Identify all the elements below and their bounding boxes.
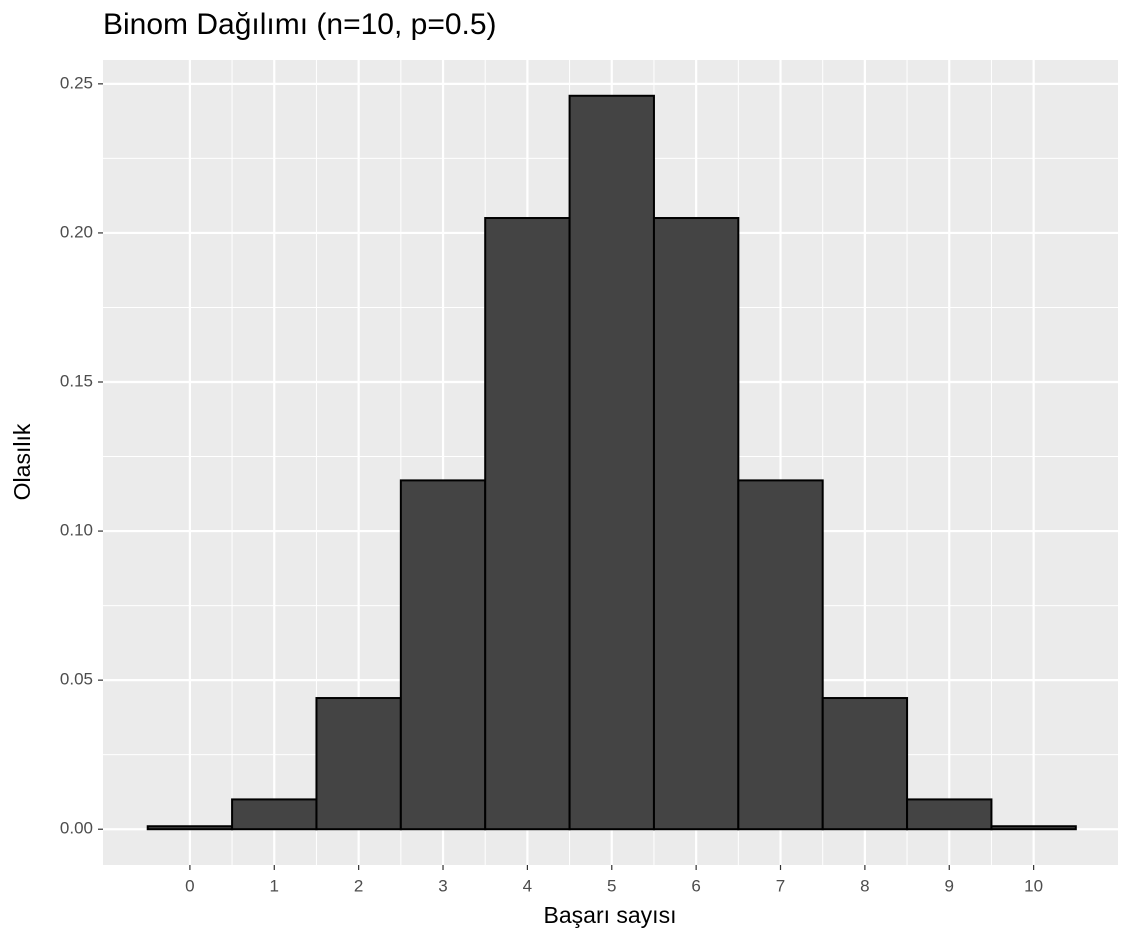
x-tick-label: 10	[1024, 876, 1043, 895]
x-tick-label: 5	[607, 876, 616, 895]
bar	[990, 825, 1077, 831]
bar	[906, 798, 993, 831]
y-tick-label: 0.10	[60, 521, 93, 540]
y-axis-label: Olasılık	[9, 423, 35, 500]
x-tick-label: 8	[860, 876, 869, 895]
x-tick-label: 7	[776, 876, 785, 895]
bar	[315, 697, 402, 831]
x-tick-label: 3	[438, 876, 447, 895]
x-axis-label: Başarı sayısı	[544, 902, 677, 928]
y-tick-label: 0.20	[60, 222, 93, 241]
bar	[231, 798, 318, 831]
x-tick-label: 4	[523, 876, 532, 895]
bar	[146, 825, 234, 831]
x-tick-label: 2	[354, 876, 363, 895]
bar	[737, 479, 824, 831]
bar	[484, 217, 571, 831]
y-tick-label: 0.25	[60, 73, 93, 92]
bar	[652, 217, 740, 831]
y-tick-label: 0.15	[60, 371, 93, 390]
y-tick-label: 0.00	[60, 819, 93, 838]
x-tick-label: 9	[945, 876, 954, 895]
bar	[821, 697, 909, 831]
x-tick-label: 6	[691, 876, 700, 895]
bar	[399, 479, 487, 831]
y-tick-label: 0.05	[60, 670, 93, 689]
chart-title: Binom Dağılımı (n=10, p=0.5)	[103, 8, 497, 41]
bar	[568, 94, 655, 831]
x-tick-label: 0	[185, 876, 194, 895]
x-tick-label: 1	[270, 876, 279, 895]
